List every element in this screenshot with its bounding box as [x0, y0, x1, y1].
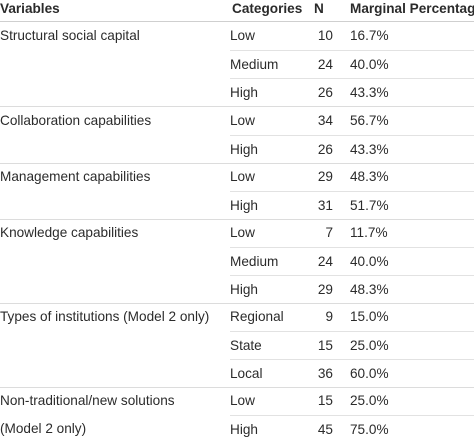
variable-label: Collaboration capabilities	[0, 113, 152, 128]
category-cell: High	[230, 198, 258, 213]
n-cell: 15	[317, 338, 333, 353]
variable-label: Types of institutions (Model 2 only)	[0, 309, 210, 324]
variable-label: Management capabilities	[0, 169, 151, 184]
percentage-cell: 16.7%	[350, 28, 389, 43]
table-row: High 45 75.0%	[230, 415, 474, 444]
table-row: High 26 43.3%	[230, 78, 474, 107]
category-cell: Low	[230, 393, 255, 408]
variable-label: Knowledge capabilities	[0, 225, 139, 240]
n-cell: 34	[317, 113, 333, 128]
variable-label-line2: (Model 2 only)	[0, 421, 87, 436]
table-row: Low 15 25.0%	[230, 387, 474, 415]
category-cell: Low	[230, 169, 255, 184]
table-row: Low 34 56.7%	[230, 107, 474, 135]
table-row: Medium 24 40.0%	[230, 247, 474, 276]
variable-group: Knowledge capabilities Low 7 11.7% Medium 24 4…	[0, 219, 474, 304]
category-cell: High	[230, 282, 258, 297]
n-cell: 10	[317, 28, 333, 43]
n-cell: 26	[317, 142, 333, 157]
category-cell: Low	[230, 28, 255, 43]
n-cell: 45	[317, 422, 333, 437]
percentage-cell: 15.0%	[350, 309, 389, 324]
n-cell: 36	[317, 366, 333, 381]
category-cell: High	[230, 142, 258, 157]
n-cell: 7	[325, 225, 333, 240]
percentage-cell: 43.3%	[350, 142, 389, 157]
n-cell: 29	[317, 169, 333, 184]
header-categories: Categories	[232, 1, 303, 16]
category-cell: Medium	[230, 254, 279, 269]
category-cell: State	[230, 338, 262, 353]
category-cell: High	[230, 85, 258, 100]
category-cell: Regional	[230, 309, 284, 324]
table-row: High 26 43.3%	[230, 135, 474, 164]
variable-label: Structural social capital	[0, 28, 140, 43]
variable-group: Structural social capital Low 10 16.7% Mediu…	[0, 22, 474, 107]
table-row: State 15 25.0%	[230, 331, 474, 360]
n-cell: 24	[317, 57, 333, 72]
percentage-cell: 43.3%	[350, 85, 389, 100]
n-cell: 24	[317, 254, 333, 269]
percentage-cell: 25.0%	[350, 393, 389, 408]
percentage-cell: 11.7%	[350, 225, 388, 240]
percentage-cell: 40.0%	[350, 254, 389, 269]
table-row: Regional 9 15.0%	[230, 303, 474, 331]
category-cell: Low	[230, 225, 255, 240]
table-row: Local 36 60.0%	[230, 359, 474, 388]
table-header: Variables Categories N Marginal Percenta…	[0, 0, 474, 22]
n-cell: 26	[317, 85, 333, 100]
n-cell: 9	[325, 309, 333, 324]
category-cell: High	[230, 422, 258, 437]
table-row: High 31 51.7%	[230, 191, 474, 220]
table-row: Low 10 16.7%	[230, 22, 474, 50]
percentage-cell: 48.3%	[350, 169, 389, 184]
percentage-cell: 40.0%	[350, 57, 389, 72]
category-cell: Medium	[230, 57, 279, 72]
percentage-cell: 60.0%	[350, 366, 389, 381]
n-cell: 31	[317, 198, 333, 213]
category-cell: Low	[230, 113, 255, 128]
percentage-cell: 56.7%	[350, 113, 389, 128]
category-cell: Local	[230, 366, 263, 381]
percentage-cell: 75.0%	[350, 422, 389, 437]
header-n: N	[314, 1, 324, 16]
table-row: Low 7 11.7%	[230, 219, 474, 247]
percentage-cell: 25.0%	[350, 338, 389, 353]
variable-label: Non-traditional/new solutions	[0, 393, 175, 408]
n-cell: 29	[317, 282, 333, 297]
table-row: Medium 24 40.0%	[230, 50, 474, 79]
table-row: Low 29 48.3%	[230, 163, 474, 191]
variable-group: Collaboration capabilities Low 34 56.7% High…	[0, 107, 474, 164]
variable-group: Non-traditional/new solutions (Model 2 on…	[0, 387, 474, 443]
percentage-cell: 51.7%	[350, 198, 389, 213]
header-marginal-percentage: Marginal Percentage	[350, 1, 474, 16]
variable-group: Types of institutions (Model 2 only) Regi…	[0, 303, 474, 388]
n-cell: 15	[317, 393, 333, 408]
percentage-cell: 48.3%	[350, 282, 389, 297]
header-variables: Variables	[0, 1, 60, 16]
variable-group: Management capabilities Low 29 48.3% High 31 5…	[0, 163, 474, 220]
table-row: High 29 48.3%	[230, 275, 474, 304]
